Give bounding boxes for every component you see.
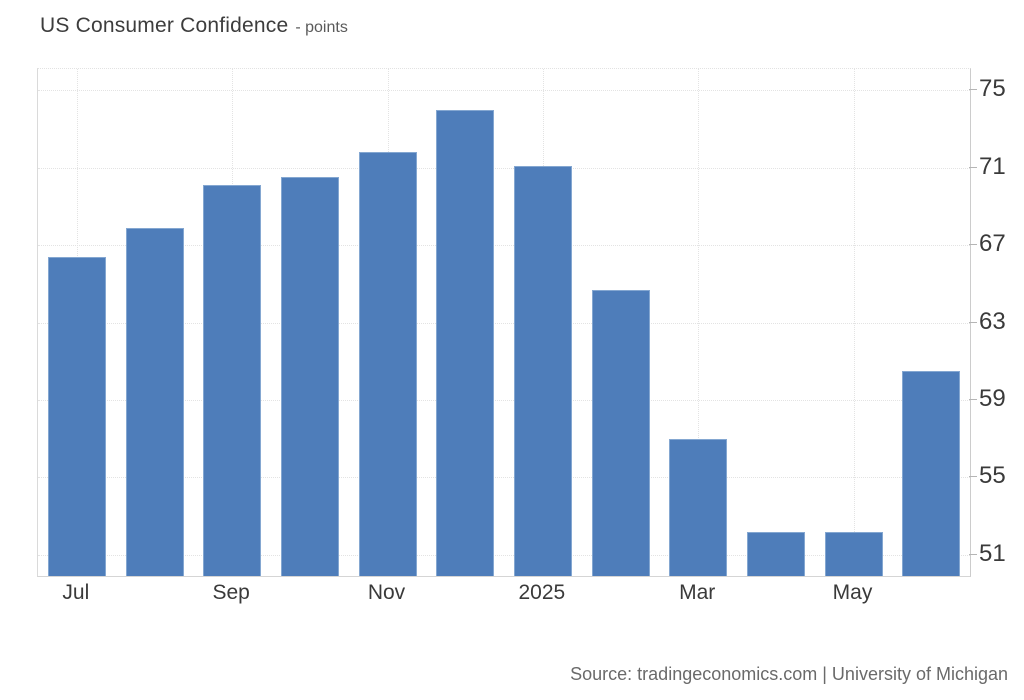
y-tick-mark: [969, 321, 977, 323]
y-gridline: [38, 399, 970, 401]
x-axis-tick-label: 2025: [518, 581, 566, 604]
x-axis-tick-label: Sep: [212, 581, 250, 604]
plot-area: [37, 68, 971, 577]
y-gridline: [38, 554, 970, 556]
y-axis-tick-label: 55: [979, 462, 1006, 490]
y-tick-mark: [969, 398, 977, 400]
bar-jun[interactable]: [902, 370, 961, 576]
bar-jul[interactable]: [47, 256, 106, 576]
bar-oct[interactable]: [280, 177, 339, 576]
x-axis-tick-label: May: [832, 581, 873, 604]
chart-header: US Consumer Confidence - points: [40, 14, 348, 38]
y-tick-mark: [969, 89, 977, 91]
bar-2025[interactable]: [513, 165, 572, 576]
x-gridline: [698, 69, 700, 576]
y-gridline: [38, 322, 970, 324]
bar-nov[interactable]: [358, 152, 417, 576]
bar-sep[interactable]: [203, 185, 262, 576]
bar-apr[interactable]: [746, 531, 805, 576]
y-gridline: [38, 245, 970, 247]
x-gridline: [853, 69, 855, 576]
x-axis-tick-label: Mar: [679, 581, 716, 604]
y-axis-tick-label: 75: [979, 75, 1006, 103]
y-tick-mark: [969, 166, 977, 168]
y-gridline: [38, 477, 970, 479]
bar-mar[interactable]: [669, 438, 728, 576]
y-tick-mark: [969, 244, 977, 246]
chart-subtitle: - points: [295, 19, 348, 36]
bar-feb[interactable]: [591, 289, 650, 576]
bar-aug[interactable]: [125, 227, 184, 576]
source-text: Source: tradingeconomics.com | Universit…: [570, 664, 1008, 684]
x-axis-tick-label: Jul: [62, 581, 90, 604]
y-tick-mark: [969, 553, 977, 555]
bar-dec[interactable]: [436, 109, 495, 576]
y-tick-mark: [969, 476, 977, 478]
chart-title: US Consumer Confidence: [40, 14, 289, 37]
y-axis-tick-label: 63: [979, 307, 1006, 335]
y-axis-tick-label: 59: [979, 384, 1006, 412]
y-axis-tick-label: 71: [979, 152, 1006, 180]
bar-may[interactable]: [824, 531, 883, 576]
x-axis-tick-label: Nov: [367, 581, 406, 604]
y-gridline: [38, 90, 970, 92]
y-axis-tick-label: 51: [979, 539, 1006, 567]
y-axis-tick-label: 67: [979, 230, 1006, 258]
y-gridline: [38, 167, 970, 169]
